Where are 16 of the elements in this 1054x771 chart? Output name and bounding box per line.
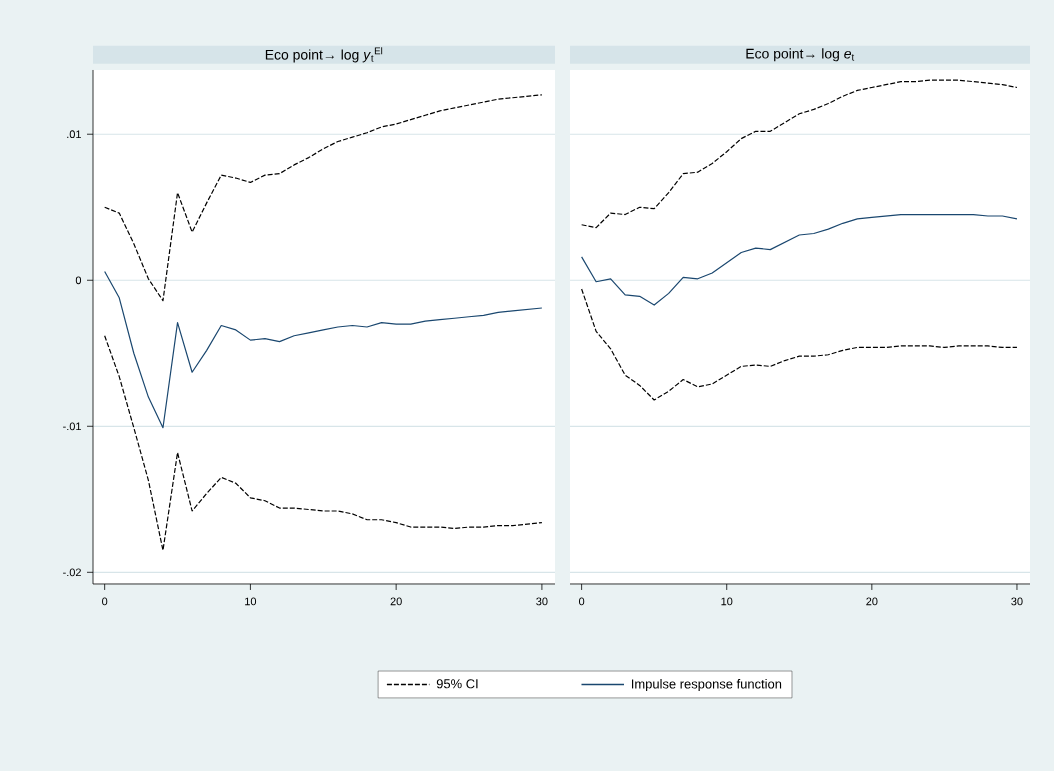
y-tick-label: -.02 xyxy=(63,568,81,577)
y-tick-label: .01 xyxy=(67,130,81,139)
y-tick-label: 0 xyxy=(75,276,82,285)
chart-title: Eco point→ log y$_{t}$El xyxy=(265,47,383,63)
x-tick-label: 0 xyxy=(102,597,108,606)
chart-title: Eco point→ log e$_{t}$ xyxy=(746,48,855,62)
y-tick-label: -.01 xyxy=(63,422,81,431)
x-tick-label: 20 xyxy=(866,597,878,606)
legend-label: 95% CI xyxy=(436,679,478,689)
x-tick-label: 0 xyxy=(579,597,585,606)
x-tick-label: 10 xyxy=(245,597,257,606)
x-tick-label: 30 xyxy=(1011,597,1023,606)
x-tick-label: 20 xyxy=(390,597,402,606)
x-tick-label: 10 xyxy=(721,597,733,606)
x-tick-label: 30 xyxy=(536,597,548,606)
legend-label: Impulse response function xyxy=(631,679,782,692)
